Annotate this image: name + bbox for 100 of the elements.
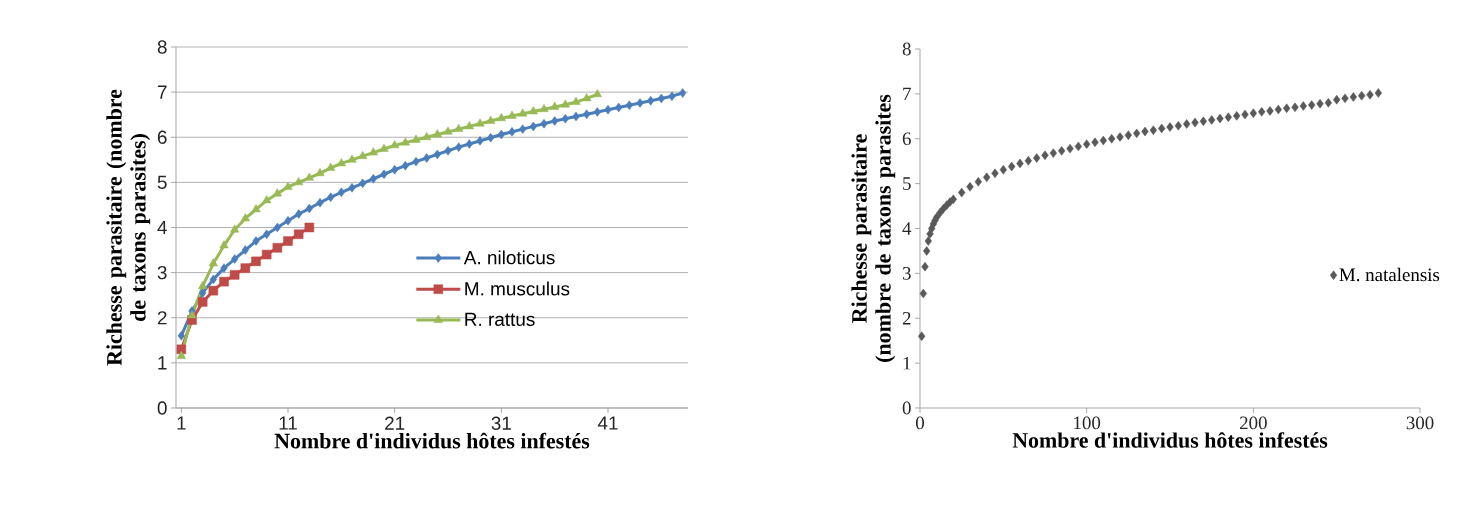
point bbox=[283, 181, 293, 190]
point bbox=[251, 256, 261, 267]
point bbox=[283, 236, 293, 246]
point bbox=[508, 127, 516, 137]
point bbox=[560, 99, 570, 108]
x-tick-label: 300 bbox=[1406, 416, 1434, 430]
point bbox=[625, 100, 633, 110]
point bbox=[358, 150, 368, 159]
point bbox=[454, 123, 464, 132]
point bbox=[251, 204, 261, 213]
point bbox=[197, 297, 208, 307]
point bbox=[496, 113, 506, 122]
point bbox=[230, 224, 240, 233]
point bbox=[304, 222, 315, 233]
point bbox=[379, 143, 389, 152]
y-tick-label: 6 bbox=[157, 130, 167, 144]
point bbox=[422, 132, 432, 140]
point bbox=[647, 95, 655, 106]
point bbox=[550, 101, 560, 110]
point bbox=[390, 140, 400, 149]
legend-label: M. musculus bbox=[465, 281, 570, 296]
point bbox=[519, 124, 527, 134]
point bbox=[571, 96, 581, 105]
point bbox=[327, 192, 335, 202]
point bbox=[293, 229, 304, 239]
point bbox=[679, 88, 687, 98]
point bbox=[177, 331, 185, 341]
point bbox=[391, 165, 399, 175]
point bbox=[487, 132, 495, 143]
point bbox=[240, 263, 251, 273]
point bbox=[636, 98, 644, 108]
point bbox=[486, 115, 496, 124]
point bbox=[444, 146, 452, 156]
point bbox=[209, 274, 217, 285]
point bbox=[412, 156, 420, 167]
point bbox=[380, 169, 388, 179]
point bbox=[337, 187, 345, 198]
legend-label: M. natalensis bbox=[1339, 267, 1440, 282]
legend-label: A. niloticus bbox=[463, 250, 555, 265]
point bbox=[583, 109, 591, 119]
point bbox=[208, 258, 218, 267]
point bbox=[294, 177, 304, 186]
y-tick-label: 3 bbox=[157, 265, 167, 280]
point bbox=[284, 216, 292, 226]
point bbox=[423, 153, 431, 163]
point bbox=[528, 106, 538, 115]
point bbox=[347, 154, 357, 163]
point bbox=[465, 139, 473, 149]
point bbox=[540, 118, 548, 129]
y-tick-label: 5 bbox=[157, 175, 167, 189]
legend-label: R. rattus bbox=[465, 312, 535, 327]
point bbox=[443, 126, 453, 135]
y-tick-label: 5 bbox=[903, 177, 911, 190]
y-axis-title: Richesse parasitaire (nombre de taxons parasites) bbox=[106, 89, 151, 366]
y-tick-label: 0 bbox=[157, 401, 167, 415]
y-tick-label: 4 bbox=[902, 222, 912, 235]
point bbox=[368, 147, 378, 156]
y-tick-label: 7 bbox=[157, 85, 167, 99]
point bbox=[432, 129, 442, 138]
point bbox=[497, 129, 505, 140]
point bbox=[476, 136, 484, 146]
point bbox=[336, 158, 346, 167]
point bbox=[572, 111, 580, 122]
point bbox=[252, 236, 260, 246]
y-tick-label: 3 bbox=[902, 267, 911, 280]
point bbox=[273, 222, 281, 233]
point bbox=[263, 229, 271, 239]
x-tick-label: 21 bbox=[385, 416, 405, 430]
x-tick-label: 31 bbox=[491, 416, 511, 430]
x-tick-label: 1 bbox=[177, 416, 186, 430]
point bbox=[220, 263, 228, 273]
point bbox=[369, 174, 377, 184]
point bbox=[657, 93, 665, 104]
point bbox=[231, 254, 239, 264]
point bbox=[592, 89, 602, 98]
x-axis-title: Nombre d'individus hôtes infestés bbox=[1012, 432, 1328, 448]
x-axis-title: Nombre d'individus hôtes infestés bbox=[274, 432, 590, 449]
point bbox=[539, 104, 549, 113]
point bbox=[411, 134, 421, 143]
x-tick-label: 11 bbox=[279, 416, 297, 430]
point bbox=[176, 350, 186, 359]
point bbox=[561, 114, 569, 124]
y-tick-label: 8 bbox=[902, 42, 911, 56]
point bbox=[262, 195, 272, 204]
point bbox=[208, 285, 219, 296]
point bbox=[316, 197, 324, 208]
point bbox=[272, 243, 283, 253]
y-tick-label: 1 bbox=[903, 356, 911, 370]
x-tick-label: 41 bbox=[597, 416, 618, 430]
point bbox=[295, 209, 303, 219]
point bbox=[305, 203, 313, 214]
point bbox=[593, 107, 601, 117]
y-tick-label: 6 bbox=[902, 132, 911, 146]
point bbox=[551, 116, 559, 126]
point bbox=[187, 310, 197, 319]
point bbox=[199, 288, 207, 298]
y-tick-label: 0 bbox=[902, 401, 911, 415]
point bbox=[315, 168, 325, 177]
point bbox=[359, 178, 367, 189]
point bbox=[219, 276, 229, 287]
